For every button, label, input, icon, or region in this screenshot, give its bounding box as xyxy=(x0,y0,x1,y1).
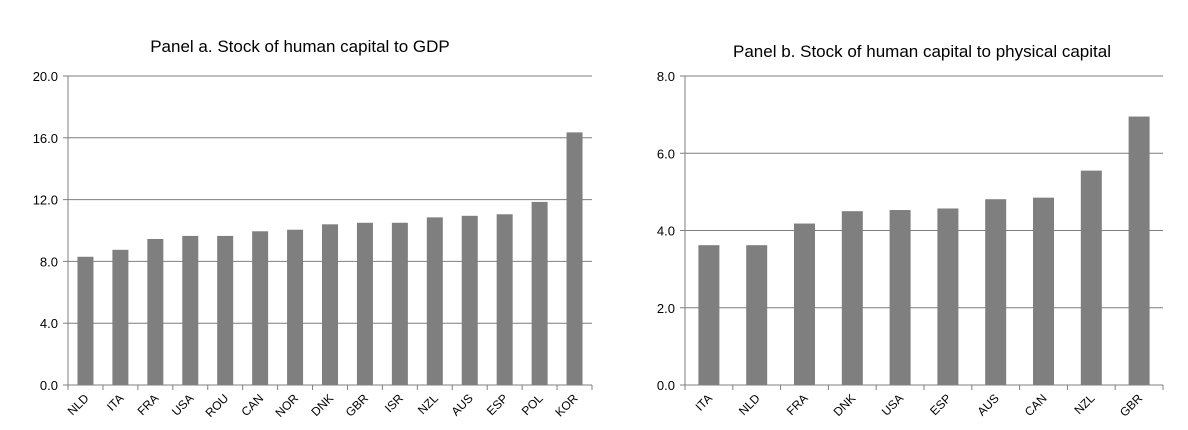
panel-a: Panel a. Stock of human capital to GDP 0… xyxy=(33,37,593,420)
panel-a-x-tick-label: NLD xyxy=(65,391,92,418)
panel-b-y-tick-label: 0.0 xyxy=(657,378,675,393)
panel-a-bar-fra xyxy=(147,238,164,385)
panel-a-x-tick-label: NZL xyxy=(415,391,441,417)
panel-b-y-tick-label: 6.0 xyxy=(657,146,675,161)
panel-b-x-tick-label: AUS xyxy=(974,391,1001,418)
panel-a-x-tick-label: USA xyxy=(169,391,196,418)
panel-a-bar-esp xyxy=(496,214,513,385)
panel-b-x-tick-label: CAN xyxy=(1022,391,1050,419)
panel-a-y-tick-label: 16.0 xyxy=(33,131,58,146)
panel-b-y-tick-label: 8.0 xyxy=(657,69,675,84)
panel-a-x-tick-label: POL xyxy=(519,391,546,418)
panel-b-x-tick-label: NZL xyxy=(1071,391,1097,417)
panel-b-bar-usa xyxy=(889,210,911,385)
panel-b-title: Panel b. Stock of human capital to physi… xyxy=(733,42,1111,61)
panel-a-bar-can xyxy=(252,231,269,385)
panel-a-bar-nld xyxy=(77,256,94,385)
panel-a-x-tick-label: ITA xyxy=(104,391,126,413)
panel-a-x-tick-label: ROU xyxy=(203,391,232,420)
panel-a-x-tick-label: GBR xyxy=(343,391,372,420)
panel-b-bar-nld xyxy=(746,245,768,385)
panel-a-bar-ita xyxy=(112,249,129,385)
panel-b: Panel b. Stock of human capital to physi… xyxy=(657,42,1164,420)
panel-a-bar-usa xyxy=(182,235,199,385)
panel-a-bar-kor xyxy=(566,132,583,385)
panel-b-bar-fra xyxy=(794,223,815,385)
panel-a-bar-pol xyxy=(531,201,548,385)
panel-b-x-tick-label: FRA xyxy=(784,391,811,418)
panel-a-bar-nzl xyxy=(426,217,443,385)
panel-b-x-tick-label: NLD xyxy=(736,391,763,418)
panel-a-x-tick-label: NOR xyxy=(272,391,301,420)
panel-a-y-tick-label: 12.0 xyxy=(33,193,58,208)
panel-b-bar-nzl xyxy=(1080,170,1102,385)
panel-b-x-tick-label: ITA xyxy=(693,391,715,413)
panel-a-title: Panel a. Stock of human capital to GDP xyxy=(150,37,450,56)
panel-b-bar-aus xyxy=(985,199,1007,385)
panel-b-bar-esp xyxy=(937,208,959,385)
panel-a-x-tick-label: ISR xyxy=(382,391,406,415)
panel-a-x-tick-label: CAN xyxy=(238,391,266,419)
panel-a-y-tick-label: 4.0 xyxy=(40,316,58,331)
panel-b-x-tick-label: ESP xyxy=(927,391,954,418)
panel-b-bar-dnk xyxy=(841,211,863,385)
panel-a-x-tick-label: KOR xyxy=(552,391,581,420)
panel-a-x-tick-label: AUS xyxy=(448,391,475,418)
panel-a-y-tick-label: 8.0 xyxy=(40,254,58,269)
panel-b-y-tick-label: 4.0 xyxy=(657,224,675,239)
panel-a-bar-isr xyxy=(391,222,408,385)
panel-a-x-tick-label: DNK xyxy=(308,391,336,419)
panel-b-x-tick-label: GBR xyxy=(1117,391,1146,420)
panel-b-bar-gbr xyxy=(1128,116,1150,386)
panel-a-y-tick-label: 0.0 xyxy=(40,378,58,393)
panel-b-bar-ita xyxy=(698,245,720,385)
panel-a-x-tick-label: ESP xyxy=(484,391,511,418)
panel-a-bar-gbr xyxy=(356,222,373,385)
panel-b-x-tick-label: DNK xyxy=(831,391,859,419)
panel-a-bar-rou xyxy=(217,235,234,385)
panel-a-bar-dnk xyxy=(322,224,338,385)
panel-a-y-tick-label: 20.0 xyxy=(33,69,58,84)
panel-a-x-tick-label: FRA xyxy=(135,391,162,418)
panel-a-bar-nor xyxy=(287,229,304,385)
panel-b-bar-can xyxy=(1033,197,1054,385)
panel-b-y-tick-label: 2.0 xyxy=(657,301,675,316)
panel-a-bar-aus xyxy=(461,215,478,385)
panel-b-x-tick-label: USA xyxy=(879,391,906,418)
